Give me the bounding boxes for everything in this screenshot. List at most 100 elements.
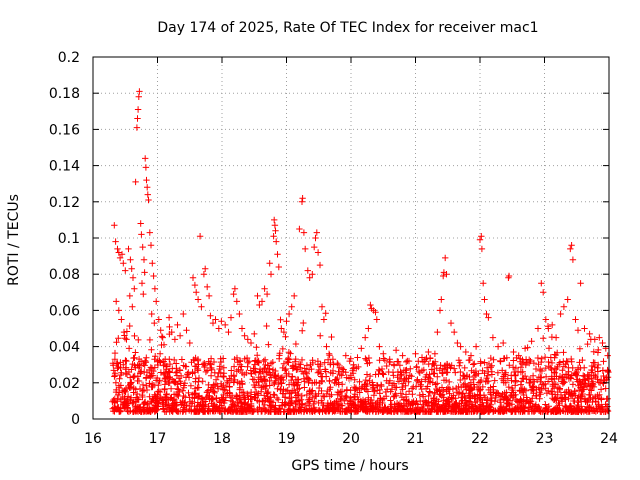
data-point-dense [351,376,358,383]
data-point-dense [185,374,193,381]
data-point-dense [171,379,179,387]
data-point-dense [192,378,199,385]
data-point-dense [590,348,597,355]
data-point-dense [256,404,263,411]
data-point-dense [451,365,458,372]
data-point-dense [504,375,511,382]
data-point-dense [205,381,212,389]
data-point-dense [592,408,599,415]
data-point-dense [350,401,357,408]
data-point-dense [160,406,168,413]
data-point [137,220,144,227]
data-point-dense [518,387,526,394]
data-point-dense [343,374,350,381]
data-point-dense [338,372,345,379]
data-point-dense [379,370,387,378]
data-point-dense [529,402,536,410]
data-point-dense [237,408,244,415]
data-point-dense [364,388,372,395]
data-point [270,233,277,240]
data-point-dense [541,354,549,361]
data-point [120,260,127,267]
data-point-dense [365,394,372,401]
data-point-dense [400,396,407,404]
data-point-dense [512,371,519,379]
data-point-dense [337,396,345,403]
data-point-dense [477,358,484,365]
data-point-dense [216,363,223,370]
data-point [139,243,146,251]
data-point [125,345,133,352]
data-point-dense [578,398,585,405]
data-point [261,285,268,292]
data-point [323,343,330,350]
data-point-dense [420,366,427,374]
data-point [481,296,488,303]
data-point-dense [142,375,150,382]
data-point-dense [132,349,139,356]
data-point-dense [471,360,478,367]
data-point-dense [542,373,550,380]
data-point [176,332,184,339]
data-point-dense [113,386,120,394]
data-point-dense [383,362,390,370]
data-point-dense [201,363,208,371]
data-point-dense [458,394,465,401]
data-point-dense [317,370,324,377]
data-point-dense [442,406,449,413]
data-point-dense [426,388,433,395]
data-point-dense [457,368,464,376]
data-point-dense [282,387,290,395]
data-point-dense [123,328,131,335]
data-point [574,327,582,334]
data-point-dense [127,374,134,381]
data-point-dense [229,398,236,405]
data-point-dense [110,367,117,374]
data-point-dense [166,323,173,331]
data-point-dense [289,363,296,370]
data-point-dense [277,376,284,383]
data-point-dense [207,364,215,372]
data-point-dense [289,373,296,381]
data-point-dense [254,352,261,359]
data-point [222,321,229,329]
data-point-dense [157,369,165,376]
data-point [267,271,275,278]
data-point [472,343,480,350]
data-point-dense [509,386,516,394]
data-point [451,328,458,336]
data-point-dense [427,354,434,362]
data-point-dense [158,333,166,340]
data-point-dense [337,395,344,402]
data-point [483,310,490,318]
data-point-dense [211,369,218,376]
data-point-dense [559,394,566,402]
data-point [231,285,239,292]
data-point [112,238,119,245]
y-tick-label: 0.18 [49,86,80,102]
data-point [365,325,372,332]
data-point-dense [182,394,189,401]
data-point-dense [298,356,306,364]
data-point-dense [328,333,335,341]
data-point [254,292,261,300]
data-point [183,327,190,334]
data-point [129,303,136,310]
data-point-dense [395,378,403,385]
data-point [138,280,146,287]
data-point [155,316,162,323]
data-point-dense [295,360,303,368]
data-point-dense [552,408,559,415]
data-point [534,325,542,332]
data-point-dense [251,391,258,398]
data-point-dense [149,381,156,388]
data-point-dense [318,377,325,384]
x-tick-label: 22 [471,431,489,447]
data-point-dense [187,382,195,389]
data-point-dense [405,398,413,405]
data-point-dense [320,401,327,409]
data-point-dense [163,390,170,398]
data-point-dense [166,360,174,368]
data-point-dense [166,356,173,363]
data-point-dense [534,354,542,362]
